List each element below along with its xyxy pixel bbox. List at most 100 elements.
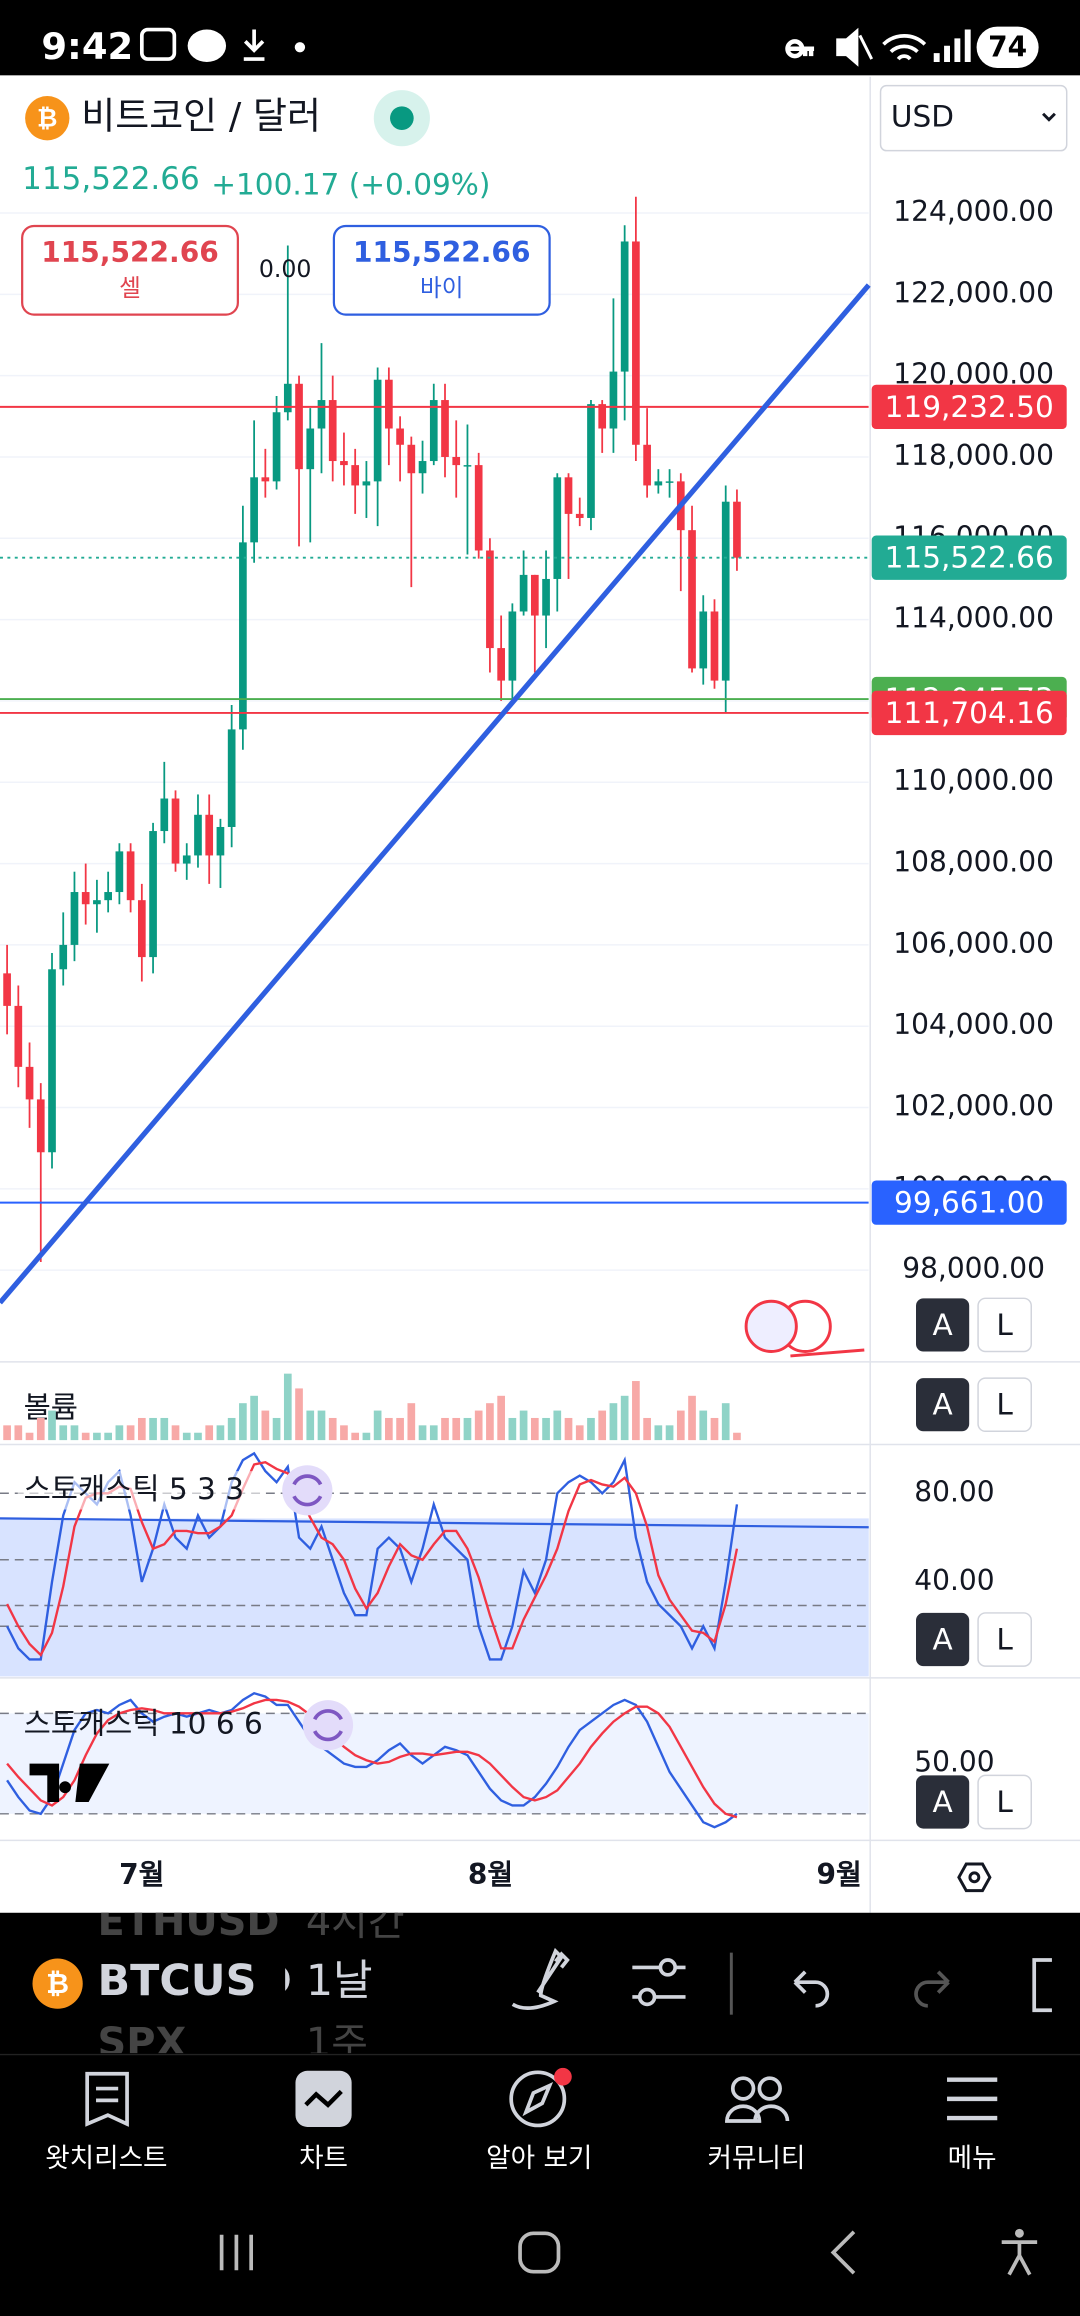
candle-body: [149, 831, 157, 958]
buy-button[interactable]: [332, 224, 551, 316]
event-icon[interactable]: [744, 1299, 798, 1353]
volume-bar: [272, 1417, 281, 1441]
y-tick-label: 114,000.00: [893, 602, 1054, 635]
undo[interactable]: [793, 1970, 830, 2008]
nav-label[interactable]: 차트: [299, 2143, 348, 2174]
nav-label[interactable]: 왓치리스트: [45, 2143, 167, 2174]
volume-bar: [216, 1425, 225, 1441]
log-button[interactable]: [977, 1774, 1032, 1830]
trend-line: [0, 283, 871, 1305]
price-tag: [871, 1180, 1067, 1225]
candle-body: [261, 477, 270, 482]
candle-body: [699, 611, 708, 669]
btc-logo-glyph: ₿: [37, 104, 57, 133]
recents-button[interactable]: [219, 2234, 254, 2271]
candle-body: [688, 530, 696, 669]
spread: 0.00: [259, 255, 312, 283]
nav-label[interactable]: 메뉴: [948, 2143, 997, 2174]
volume-bar: [474, 1410, 483, 1441]
volume-bar: [676, 1410, 685, 1441]
volume-bar: [688, 1395, 696, 1441]
candle-body: [362, 481, 371, 486]
slider-knob: [658, 1958, 678, 1977]
price-tag: [871, 690, 1067, 736]
volume-bar: [407, 1403, 416, 1441]
stoch2-lines: [6, 1691, 738, 1829]
symbol-picker[interactable]: ETHUSD 4시간 ₿ BTCUSD 1날 SPX 1주: [32, 1899, 405, 2066]
y-tick-label: 122,000.00: [893, 276, 1054, 309]
candle-body: [306, 428, 315, 470]
community-icon[interactable]: [730, 2076, 756, 2101]
x-tick-label: 7월: [119, 1858, 164, 1891]
volume-bar: [643, 1417, 651, 1441]
volume-bar: [564, 1417, 573, 1441]
battery: [976, 26, 1039, 68]
volume-bar: [418, 1425, 427, 1441]
next-symbol: SPX: [98, 2020, 187, 2066]
stoch-settings[interactable]: [302, 1700, 354, 1751]
currency-select[interactable]: [879, 84, 1068, 152]
auto-button[interactable]: [916, 1775, 970, 1829]
log-button[interactable]: [977, 1297, 1032, 1353]
nav-label[interactable]: 알아 보기: [486, 2143, 592, 2174]
y-tick-label: 98,000.00: [902, 1252, 1045, 1285]
sell-button[interactable]: [21, 224, 239, 316]
watchlist-icon[interactable]: [85, 2071, 129, 2127]
menu-icon[interactable]: [947, 2077, 998, 2121]
nav-label[interactable]: 커뮤니티: [708, 2143, 806, 2174]
next-interval: 1주: [306, 2020, 368, 2066]
y-tick-label: 108,000.00: [893, 846, 1054, 879]
volume-bar: [93, 1432, 101, 1441]
accessibility-button[interactable]: [1014, 2228, 1024, 2238]
auto-button[interactable]: [916, 1612, 970, 1667]
auto-button[interactable]: [916, 1378, 970, 1432]
volume-bar: [25, 1432, 34, 1441]
volume-bar: [463, 1417, 472, 1441]
candle-body: [654, 481, 663, 486]
symbol-title[interactable]: 비트코인 / 달러: [81, 95, 321, 138]
log-button[interactable]: [977, 1377, 1032, 1432]
volume-bar: [227, 1417, 236, 1441]
slider-knob: [637, 1987, 657, 2007]
volume-bar: [104, 1432, 112, 1441]
price-change: +100.17 (+0.09%): [211, 168, 490, 202]
volume-bar: [429, 1425, 438, 1441]
candle-body: [104, 892, 112, 901]
volume-bar: [3, 1425, 11, 1441]
volume-bar: [609, 1403, 618, 1441]
candle-body: [36, 1099, 45, 1153]
candle-body: [721, 501, 730, 681]
nav-bar: 왓치리스트 차트 알아 보기 커뮤니티 메뉴: [45, 2143, 996, 2174]
clock: 9:42: [41, 25, 133, 68]
back-button[interactable]: [830, 2230, 856, 2275]
home-button[interactable]: [518, 2231, 561, 2274]
redo[interactable]: [914, 1970, 950, 2008]
candle-body: [3, 973, 11, 1006]
candle-body: [272, 412, 281, 482]
market-status[interactable]: [390, 106, 414, 130]
log-label: L: [996, 1388, 1013, 1422]
auto-button[interactable]: [916, 1298, 970, 1352]
fullscreen[interactable]: [1032, 1958, 1052, 2013]
refresh-icon: [292, 1474, 323, 1507]
volume-bar: [205, 1425, 214, 1441]
volume-bar: [317, 1410, 326, 1441]
settings-icon[interactable]: [957, 1862, 992, 1893]
volume-bar: [306, 1410, 315, 1441]
explore-icon[interactable]: [509, 2070, 567, 2128]
volume-bar: [137, 1417, 146, 1441]
volume-bar: [59, 1425, 68, 1441]
candle-body: [295, 383, 303, 470]
stoch-settings[interactable]: [282, 1465, 333, 1516]
volume-bar: [194, 1432, 202, 1441]
candle-body: [463, 465, 472, 467]
draw-tool[interactable]: [511, 1947, 570, 2010]
volume-bar: [452, 1417, 461, 1441]
candle-body: [115, 851, 124, 893]
candle-body: [643, 444, 651, 486]
volume-bar: [721, 1403, 730, 1441]
prev-symbol: ETHUSD: [98, 1899, 280, 1945]
candle-body: [351, 465, 360, 486]
log-button[interactable]: [977, 1612, 1032, 1667]
price-tag: [871, 535, 1067, 580]
